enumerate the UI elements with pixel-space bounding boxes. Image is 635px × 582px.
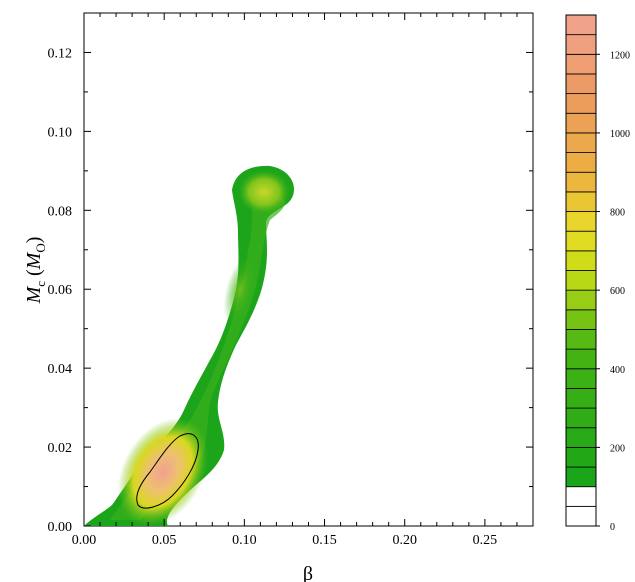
colorbar-band [565,73,597,95]
colorbar-tick-label: 0 [610,522,615,533]
colorbar-band [565,466,597,488]
colorbar-band [565,348,597,370]
peak-top [238,170,290,214]
svg-text:Mc (MO): Mc (MO) [23,237,48,305]
y-axis-label: Mc (MO) [23,237,48,305]
colorbar-band [565,53,597,75]
colorbar-band [565,388,597,409]
colorbar: 0 200 400 600 800 1000 1200 [565,14,630,533]
colorbar-band [565,505,597,527]
y-tick-label: 0.08 [48,204,73,219]
colorbar-tick-label: 200 [610,443,625,454]
colorbar-tick-label: 800 [610,208,625,219]
colorbar-frame [565,14,597,527]
colorbar-tick-label: 1000 [610,129,630,140]
colorbar-band [565,486,597,507]
colorbar-band [565,34,597,55]
y-axis: 0.00 0.02 0.04 0.06 0.08 0.10 0.12 [48,12,533,535]
colorbar-tick-label: 600 [610,286,625,297]
colorbar-band [565,368,597,389]
peak-mid [223,255,257,325]
x-axis: 0.00 0.05 0.10 0.15 0.20 0.25 [72,13,534,548]
colorbar-band [565,329,597,350]
x-tick-label: 0.25 [473,533,498,548]
density-map [84,165,294,526]
contour-line [136,433,199,509]
y-tick-label: 0.04 [48,362,73,377]
colorbar-band [565,211,597,232]
colorbar-band [565,191,597,212]
colorbar-band [565,171,597,193]
colorbar-tick-label: 1200 [610,50,630,61]
colorbar-band [565,230,597,252]
colorbar-band [565,407,597,429]
colorbar-band [565,250,597,271]
colorbar-band [565,152,597,173]
y-tick-label: 0.02 [48,441,73,456]
colorbar-band [565,270,597,291]
peak-main [117,417,209,526]
density-region [84,165,294,526]
colorbar-band [565,14,597,36]
y-tick-label: 0.06 [48,283,73,298]
x-tick-label: 0.10 [232,533,257,548]
colorbar-band [565,289,597,311]
colorbar-band [565,446,597,468]
y-tick-label: 0.00 [48,520,73,535]
x-tick-label: 0.20 [392,533,417,548]
colorbar-band [565,112,597,134]
colorbar-band [565,93,597,114]
colorbar-band [565,132,597,153]
colorbar-band [565,427,597,448]
x-tick-label: 0.00 [72,533,97,548]
x-axis-label: β [303,563,313,582]
x-tick-label: 0.15 [312,533,337,548]
colorbar-band [565,309,597,330]
y-tick-label: 0.10 [48,125,73,140]
x-tick-label: 0.05 [152,533,177,548]
colorbar-tick-label: 400 [610,365,625,376]
y-tick-label: 0.12 [48,46,73,61]
